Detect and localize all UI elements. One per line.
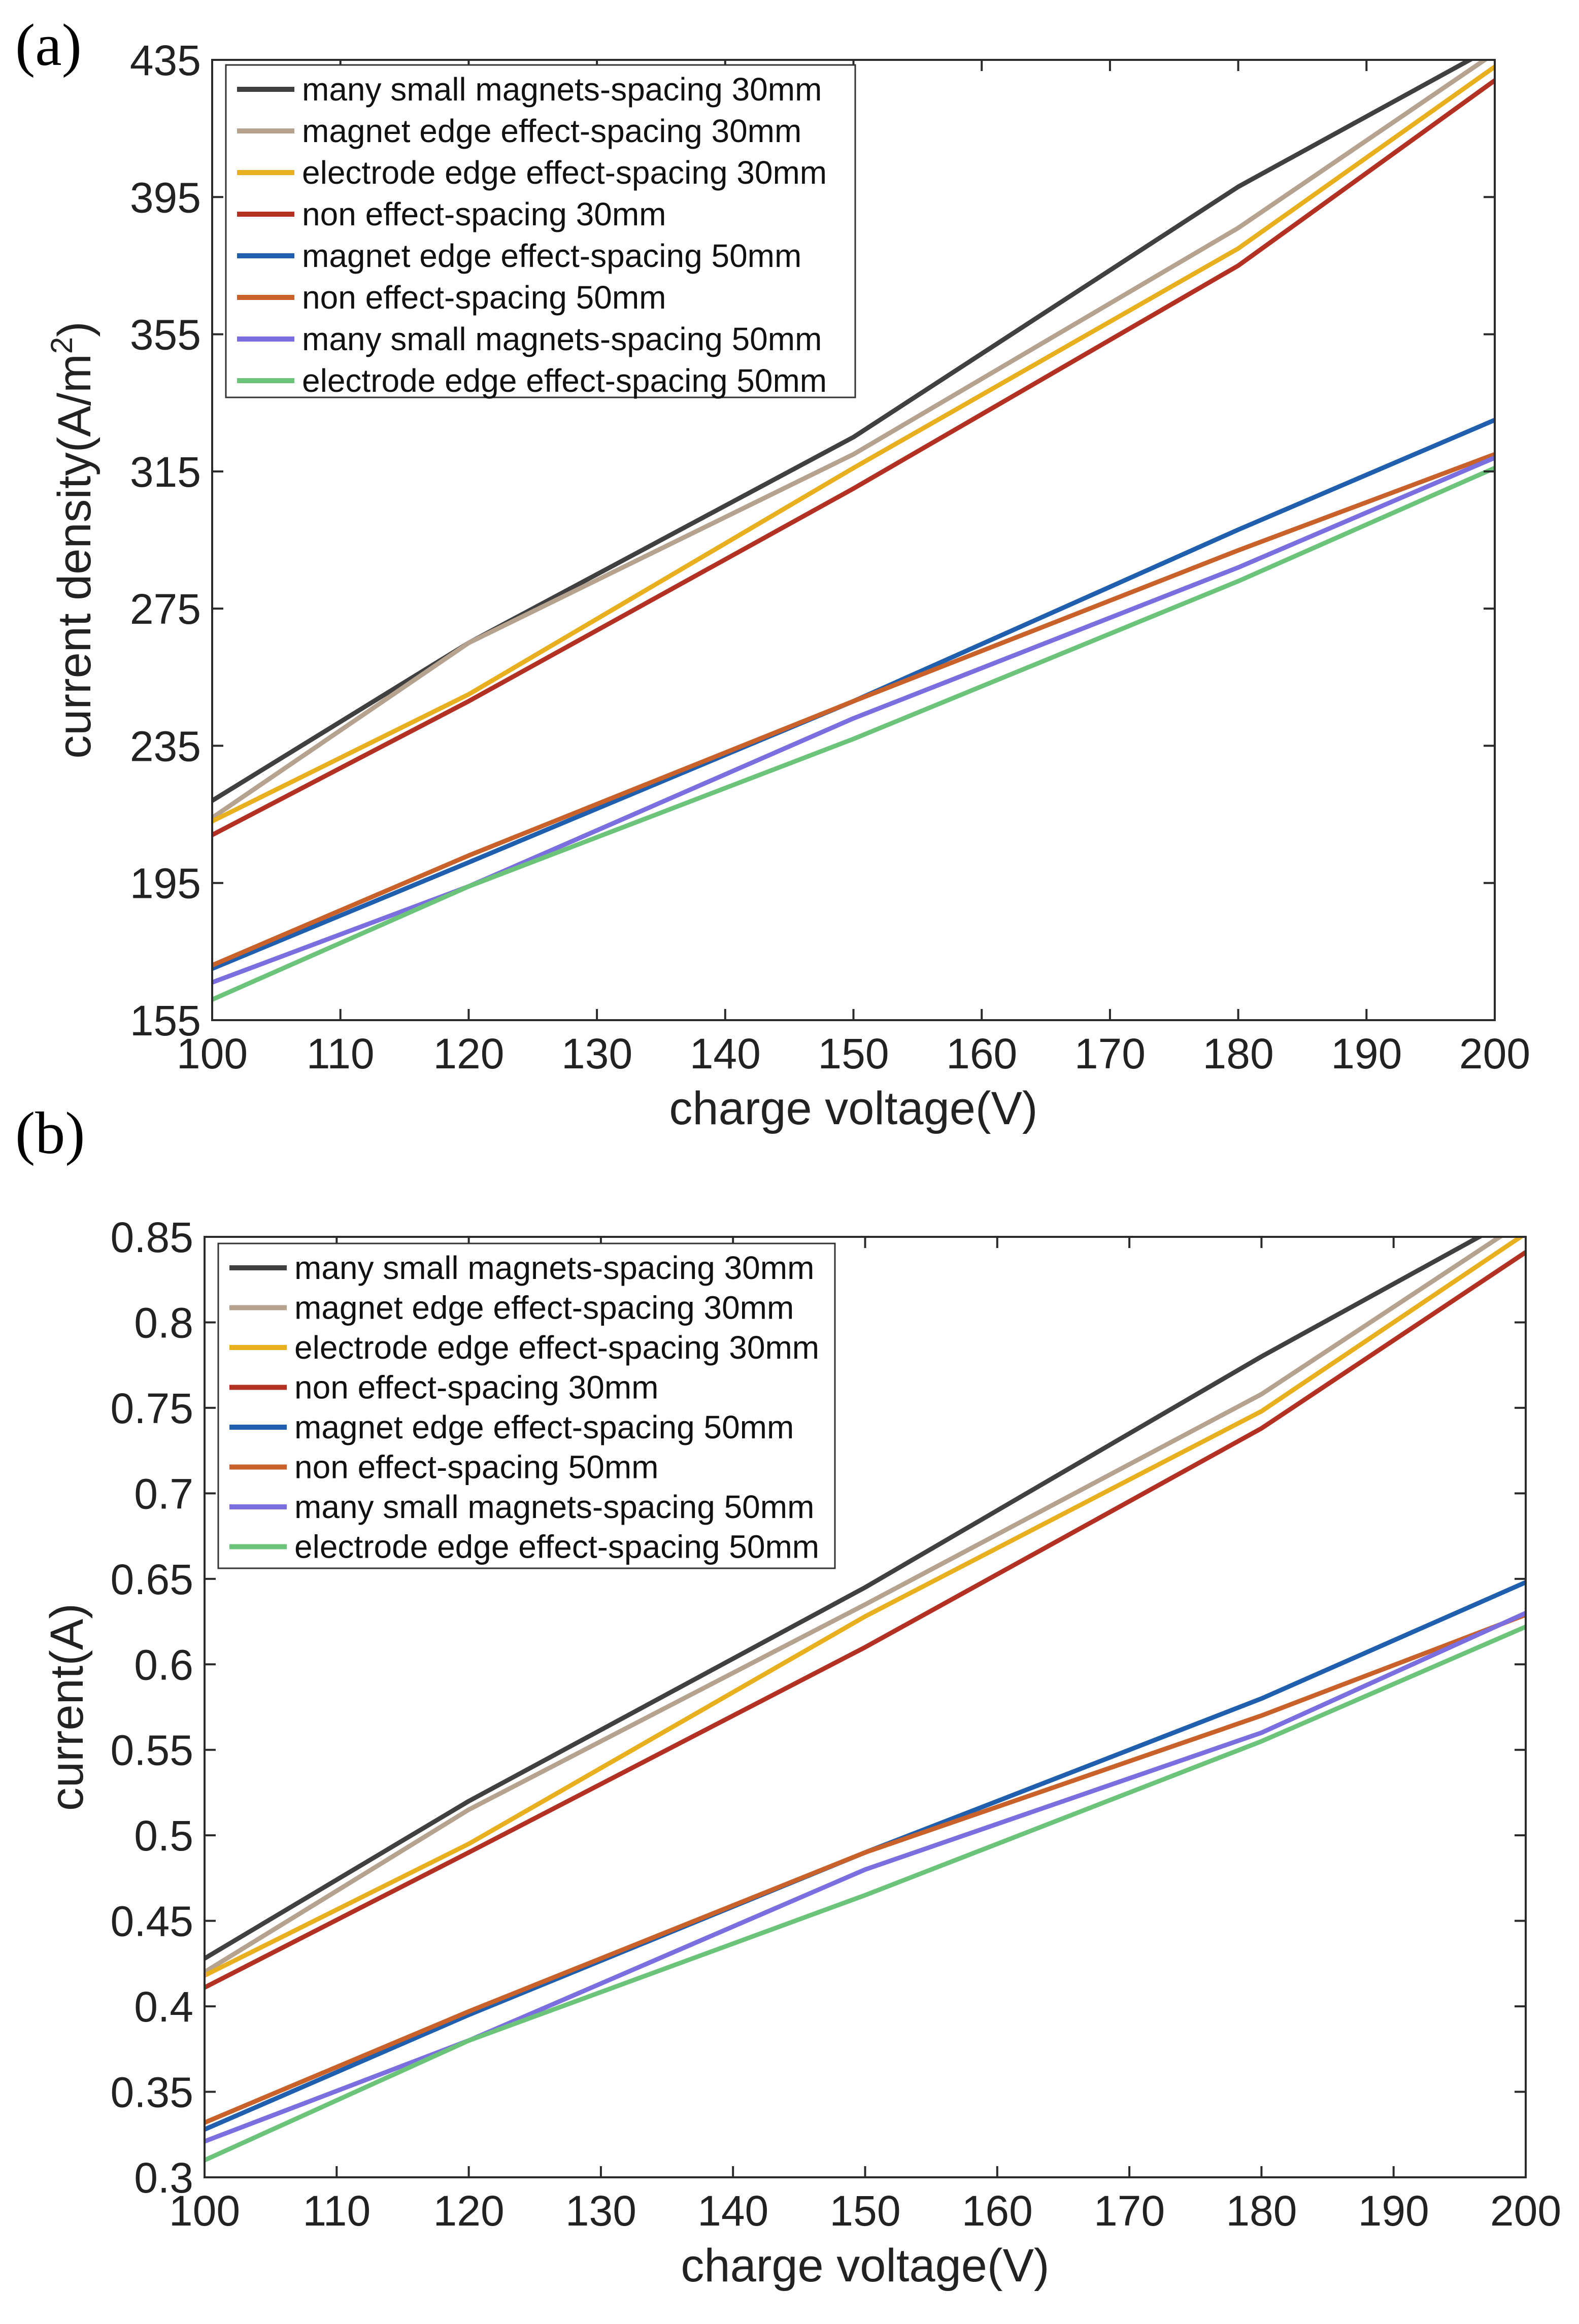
series-line-1: [212, 60, 1475, 803]
series-line-1: [205, 1237, 1484, 1961]
y-tick-label: 315: [130, 448, 201, 496]
legend: many small magnets-spacing 30mm magnet ed…: [217, 1242, 836, 1569]
series-line-7: [205, 1610, 1526, 2144]
y-tick-label: 395: [130, 174, 201, 221]
y-tick-label: 0.6: [134, 1641, 193, 1689]
y-axis-title: current density(A/m2): [45, 321, 100, 759]
y-tick-label: 0.8: [134, 1299, 193, 1346]
y-tick-label: 0.45: [111, 1898, 194, 1945]
series-lines: [212, 60, 1495, 1002]
y-tick-label: 0.7: [134, 1470, 193, 1518]
y-tick-label: 355: [130, 311, 201, 359]
y-tick-label: 235: [130, 722, 201, 770]
legend-entry: electrode edge effect-spacing 50mm: [302, 362, 827, 399]
series-line-6: [212, 452, 1495, 968]
series-line-4: [212, 78, 1495, 837]
legend-entry: non effect-spacing 50mm: [294, 1449, 658, 1486]
legend-entry: many small magnets-spacing 30mm: [302, 71, 822, 108]
legend-entry: many small magnets-spacing 50mm: [302, 321, 822, 357]
x-tick-label: 180: [1226, 2187, 1297, 2235]
y-tick-label: 275: [130, 585, 201, 633]
y-axis-title-sup: 2: [45, 337, 79, 354]
y-tick-label: 0.4: [134, 1983, 193, 2031]
x-tick-label: 180: [1203, 1030, 1274, 1077]
x-tick-label: 150: [829, 2187, 900, 2235]
x-tick-label: 190: [1358, 2187, 1429, 2235]
x-tick-label: 110: [307, 1030, 375, 1077]
chart-panel-a: (a) 100 110 120 130 140 150 160 170 180 190 200 155 1…: [15, 12, 1530, 1134]
legend-entry: many small magnets-spacing 50mm: [294, 1489, 814, 1525]
legend-entry: many small magnets-spacing 30mm: [294, 1250, 814, 1286]
y-tick-label: 435: [130, 37, 201, 84]
x-tick-label: 100: [177, 1030, 248, 1077]
series-line-2: [212, 60, 1489, 820]
legend-entry: electrode edge effect-spacing 30mm: [294, 1329, 819, 1366]
series-line-5: [212, 418, 1495, 971]
y-tick-label: 0.35: [111, 2069, 194, 2116]
x-axis-title: charge voltage(V): [669, 1083, 1037, 1134]
x-tick-label: 150: [818, 1030, 889, 1077]
y-axis-title: current(A): [41, 1603, 93, 1811]
x-tick-label: 140: [690, 1030, 761, 1077]
series-line-8: [205, 1624, 1526, 2163]
series-line-6: [205, 1612, 1526, 2125]
y-axis-title-main: current(A): [41, 1603, 93, 1811]
series-line-8: [212, 465, 1495, 1002]
x-tick-label: 190: [1331, 1030, 1402, 1077]
x-tick-label: 120: [433, 1030, 504, 1077]
y-tick-label: 0.65: [111, 1556, 194, 1603]
series-line-3: [205, 1237, 1525, 1978]
y-tick-label: 0.5: [134, 1812, 193, 1860]
legend-entry: magnet edge effect-spacing 30mm: [302, 113, 801, 149]
y-tick-label: 0.55: [111, 1727, 194, 1774]
x-tick-label: 160: [946, 1030, 1017, 1077]
series-line-5: [205, 1580, 1526, 2132]
legend-box: [217, 1242, 836, 1569]
x-tick-label: 160: [962, 2187, 1033, 2235]
series-line-3: [212, 64, 1495, 824]
chart-panel-b: (b) 100 110 120 130 140 150 160 170 180 190 200 0.3 0…: [15, 1100, 1561, 2292]
y-tick-label: 0.3: [134, 2154, 193, 2202]
x-tick-label: 130: [565, 2187, 636, 2235]
legend: many small magnets-spacing 30mm magnet ed…: [225, 64, 856, 399]
series-line-2: [205, 1237, 1504, 1975]
y-tick-label: 155: [130, 997, 201, 1045]
legend-box: [225, 64, 856, 398]
x-tick-label: 100: [169, 2187, 240, 2235]
legend-entry: magnet edge effect-spacing 50mm: [302, 238, 801, 274]
y-tick-label: 195: [130, 860, 201, 907]
legend-entry: non effect-spacing 30mm: [302, 196, 666, 232]
legend-entry: non effect-spacing 50mm: [302, 279, 666, 316]
legend-entry: magnet edge effect-spacing 50mm: [294, 1409, 794, 1445]
x-axis-title: charge voltage(V): [681, 2240, 1049, 2292]
x-tick-label: 120: [433, 2187, 505, 2235]
x-tick-label: 140: [697, 2187, 768, 2235]
x-tick-label: 200: [1459, 1030, 1530, 1077]
x-tick-label: 130: [561, 1030, 632, 1077]
panel-label: (b): [15, 1100, 85, 1166]
x-tick-label: 170: [1074, 1030, 1146, 1077]
series-lines: [205, 1237, 1526, 2163]
y-tick-label: 0.75: [111, 1385, 194, 1432]
series-line-4: [205, 1250, 1526, 1990]
x-tick-label: 110: [303, 2187, 371, 2235]
x-tick-label: 200: [1490, 2187, 1561, 2235]
legend-entry: non effect-spacing 30mm: [294, 1369, 658, 1406]
series-line-7: [212, 455, 1495, 985]
y-axis-title-main: current density(A/m: [49, 354, 100, 759]
panel-label: (a): [15, 12, 82, 78]
x-tick-label: 170: [1094, 2187, 1165, 2235]
y-tick-label: 0.85: [111, 1214, 194, 1261]
y-axis-title-end: ): [49, 321, 100, 337]
legend-entry: magnet edge effect-spacing 30mm: [294, 1290, 794, 1326]
legend-entry: electrode edge effect-spacing 50mm: [294, 1529, 819, 1565]
legend-entry: electrode edge effect-spacing 30mm: [302, 154, 827, 191]
